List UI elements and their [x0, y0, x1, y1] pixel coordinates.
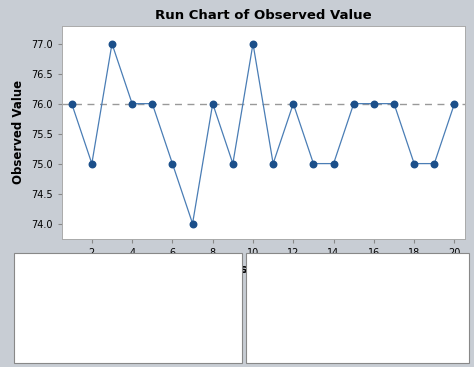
Text: Approx P-Value for Oscillation:: Approx P-Value for Oscillation:: [252, 345, 379, 354]
Text: 10: 10: [226, 304, 236, 313]
Point: [430, 161, 438, 167]
Point: [229, 161, 237, 167]
X-axis label: Observation: Observation: [223, 263, 303, 276]
Text: 0.711: 0.711: [442, 345, 465, 354]
Text: Expected number of runs:: Expected number of runs:: [252, 283, 362, 292]
Point: [189, 221, 196, 226]
Point: [108, 41, 116, 47]
Point: [88, 161, 96, 167]
Text: 4.6: 4.6: [223, 283, 236, 292]
Point: [169, 161, 176, 167]
Text: Longest run about median:: Longest run about median:: [20, 304, 134, 313]
Point: [350, 101, 357, 106]
Text: 5: 5: [231, 262, 236, 271]
Text: Number of runs up or down:: Number of runs up or down:: [252, 262, 371, 271]
Text: Number of runs about median:: Number of runs about median:: [20, 262, 150, 271]
Point: [209, 101, 217, 106]
Point: [330, 161, 337, 167]
Text: 0.289: 0.289: [442, 324, 465, 334]
Y-axis label: Observed Value: Observed Value: [12, 80, 25, 184]
Point: [390, 101, 398, 106]
Text: Approx P-Value for Trends:: Approx P-Value for Trends:: [252, 324, 363, 334]
Point: [249, 41, 257, 47]
Text: Approx P-Value for Mixtures:: Approx P-Value for Mixtures:: [20, 345, 139, 354]
Text: Longest run up or down:: Longest run up or down:: [252, 304, 355, 313]
Text: 12: 12: [455, 262, 465, 271]
Point: [148, 101, 156, 106]
Point: [269, 161, 277, 167]
Point: [451, 101, 458, 106]
Point: [310, 161, 317, 167]
Text: 13.0: 13.0: [447, 283, 465, 292]
Text: Expected number of runs:: Expected number of runs:: [20, 283, 130, 292]
Text: 0.716: 0.716: [212, 324, 236, 334]
Point: [290, 101, 297, 106]
Point: [128, 101, 136, 106]
Point: [410, 161, 418, 167]
Text: 4: 4: [460, 304, 465, 313]
Text: 0.284: 0.284: [212, 345, 236, 354]
Point: [68, 101, 75, 106]
Point: [370, 101, 378, 106]
Title: Run Chart of Observed Value: Run Chart of Observed Value: [155, 9, 372, 22]
Text: Approx P-Value for Clustering:: Approx P-Value for Clustering:: [20, 324, 146, 334]
